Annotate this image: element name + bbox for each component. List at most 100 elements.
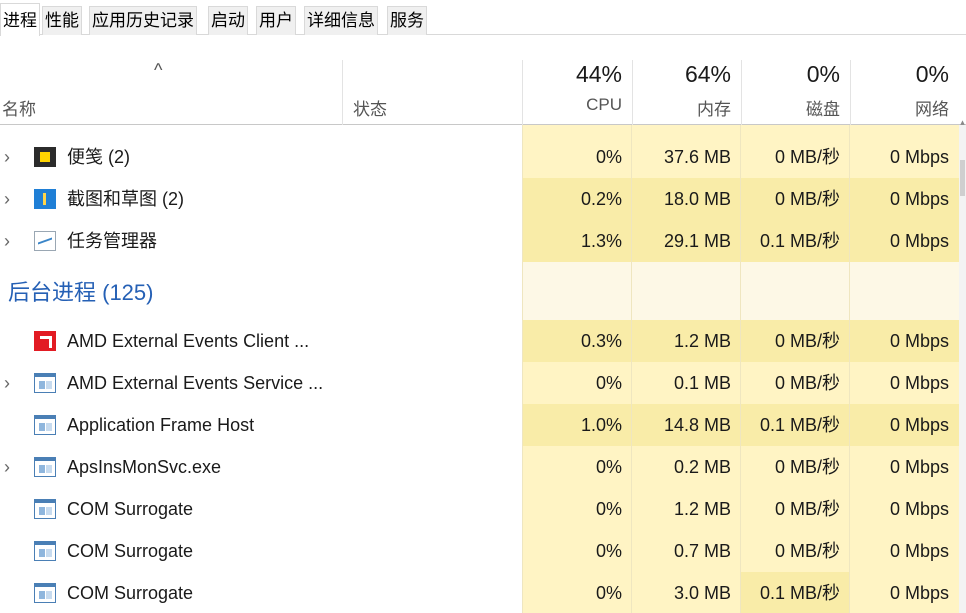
cpu-column-label: CPU [586, 95, 622, 114]
group-header-row[interactable]: 后台进程 (125) [0, 262, 966, 320]
heat-cell [523, 530, 631, 572]
heat-cell [523, 488, 631, 530]
process-row[interactable]: COM Surrogate 0% 1.2 MB 0 MB/秒 0 Mbps [0, 488, 966, 530]
window-app-icon [34, 373, 56, 393]
heat-cell [632, 446, 740, 488]
window-app-icon [34, 457, 56, 477]
heat-cell [523, 404, 631, 446]
heat-cell [523, 136, 631, 178]
tab-app-history[interactable]: 应用历史记录 [89, 6, 197, 35]
cpu-value: 1.3% [580, 231, 622, 251]
chevron-right-icon[interactable]: › [4, 147, 10, 167]
process-row[interactable]: COM Surrogate 0% 0.7 MB 0 MB/秒 0 Mbps [0, 530, 966, 572]
heat-cell [523, 362, 631, 404]
process-row[interactable]: › 便笺 (2) 0% 37.6 MB 0 MB/秒 0 Mbps [0, 136, 966, 178]
process-row[interactable]: AMD External Events Client ... 0.3% 1.2 … [0, 320, 966, 362]
window-app-icon [34, 499, 56, 519]
process-name: 任务管理器 [67, 231, 157, 251]
group-heat-cell [523, 262, 631, 320]
heat-cell [632, 220, 740, 262]
process-name-cell: COM Surrogate [0, 488, 342, 530]
process-name-cell: › 任务管理器 [0, 220, 342, 262]
status-column-header[interactable]: 状态 [342, 60, 523, 125]
process-row[interactable]: › 任务管理器 1.3% 29.1 MB 0.1 MB/秒 0 Mbps [0, 220, 966, 262]
network-column-label: 网络 [915, 100, 949, 119]
network-column-header[interactable]: 0% 网络 [850, 60, 959, 125]
disk-value: 0 MB/秒 [774, 147, 840, 167]
heat-cell [850, 178, 959, 220]
network-value: 0 Mbps [889, 231, 949, 251]
group-heat-cell [632, 262, 740, 320]
process-name: AMD External Events Client ... [67, 331, 310, 351]
process-name: 截图和草图 (2) [67, 189, 184, 209]
process-name-cell: AMD External Events Client ... [0, 320, 342, 362]
heat-cell [741, 178, 849, 220]
heat-cell [523, 446, 631, 488]
tab-users[interactable]: 用户 [256, 6, 296, 35]
tab-services[interactable]: 服务 [387, 6, 427, 35]
heat-cell [741, 404, 849, 446]
chevron-right-icon[interactable]: › [4, 457, 10, 477]
memory-value: 3.0 MB [673, 583, 731, 603]
tab-performance[interactable]: 性能 [42, 6, 82, 35]
process-name-cell: › ApsInsMonSvc.exe [0, 446, 342, 488]
heat-cell [632, 178, 740, 220]
heat-cell [741, 572, 849, 613]
heat-cell [632, 530, 740, 572]
chevron-right-icon[interactable]: › [4, 231, 10, 251]
heat-cell [523, 178, 631, 220]
chevron-right-icon[interactable]: › [4, 189, 10, 209]
chevron-right-icon[interactable]: › [4, 373, 10, 393]
heat-cell [523, 220, 631, 262]
heat-cell [741, 320, 849, 362]
memory-column-header[interactable]: 64% 内存 [632, 60, 741, 125]
tab-details[interactable]: 详细信息 [304, 6, 378, 35]
tab-startup[interactable]: 启动 [208, 6, 248, 35]
memory-value: 1.2 MB [673, 331, 731, 351]
cpu-column-header[interactable]: 44% CPU [522, 60, 632, 125]
network-value: 0 Mbps [889, 499, 949, 519]
window-app-icon [34, 415, 56, 435]
scrollbar-thumb[interactable] [960, 160, 965, 196]
cpu-value: 1.0% [580, 415, 622, 435]
network-value: 0 Mbps [889, 415, 949, 435]
scrollbar-track[interactable] [959, 125, 966, 613]
process-row[interactable]: Application Frame Host 1.0% 14.8 MB 0.1 … [0, 404, 966, 446]
amd-icon [34, 331, 56, 351]
heat-cell [850, 488, 959, 530]
column-header: ^ 名称 状态 44% CPU 64% 内存 0% 磁盘 0% 网络 [0, 60, 966, 125]
network-value: 0 Mbps [889, 373, 949, 393]
heat-cell [632, 572, 740, 613]
memory-value: 29.1 MB [663, 231, 731, 251]
heat-cell [850, 404, 959, 446]
disk-value: 0 MB/秒 [774, 331, 840, 351]
disk-value: 0 MB/秒 [774, 499, 840, 519]
column-divider [522, 125, 523, 613]
heat-cell [850, 446, 959, 488]
process-name: COM Surrogate [67, 583, 194, 603]
disk-value: 0.1 MB/秒 [759, 415, 840, 435]
column-divider [849, 125, 850, 613]
disk-column-label: 磁盘 [806, 100, 840, 119]
tab-processes[interactable]: 进程 [0, 3, 40, 36]
process-name-cell: › 截图和草图 (2) [0, 178, 342, 220]
group-heat-cell [741, 262, 849, 320]
process-row[interactable]: › 截图和草图 (2) 0.2% 18.0 MB 0 MB/秒 0 Mbps [0, 178, 966, 220]
heat-cell [632, 125, 740, 136]
memory-value: 0.7 MB [673, 541, 731, 561]
status-column-label: 状态 [353, 100, 387, 119]
heat-cell [741, 362, 849, 404]
disk-column-header[interactable]: 0% 磁盘 [741, 60, 850, 125]
process-row[interactable]: › ApsInsMonSvc.exe 0% 0.2 MB 0 MB/秒 0 Mb… [0, 446, 966, 488]
sticky-notes-icon [34, 147, 56, 167]
network-value: 0 Mbps [889, 189, 949, 209]
heat-cell [741, 125, 849, 136]
cpu-value: 0.2% [580, 189, 622, 209]
process-row[interactable]: › AMD External Events Service ... 0% 0.1… [0, 362, 966, 404]
window-app-icon [34, 583, 56, 603]
scroll-up-icon[interactable]: ▴ [960, 117, 965, 127]
process-row[interactable]: COM Surrogate 0% 3.0 MB 0.1 MB/秒 0 Mbps [0, 572, 966, 613]
name-column-header[interactable]: ^ 名称 [0, 60, 342, 125]
heat-cell [741, 488, 849, 530]
process-name-cell: Application Frame Host [0, 404, 342, 446]
